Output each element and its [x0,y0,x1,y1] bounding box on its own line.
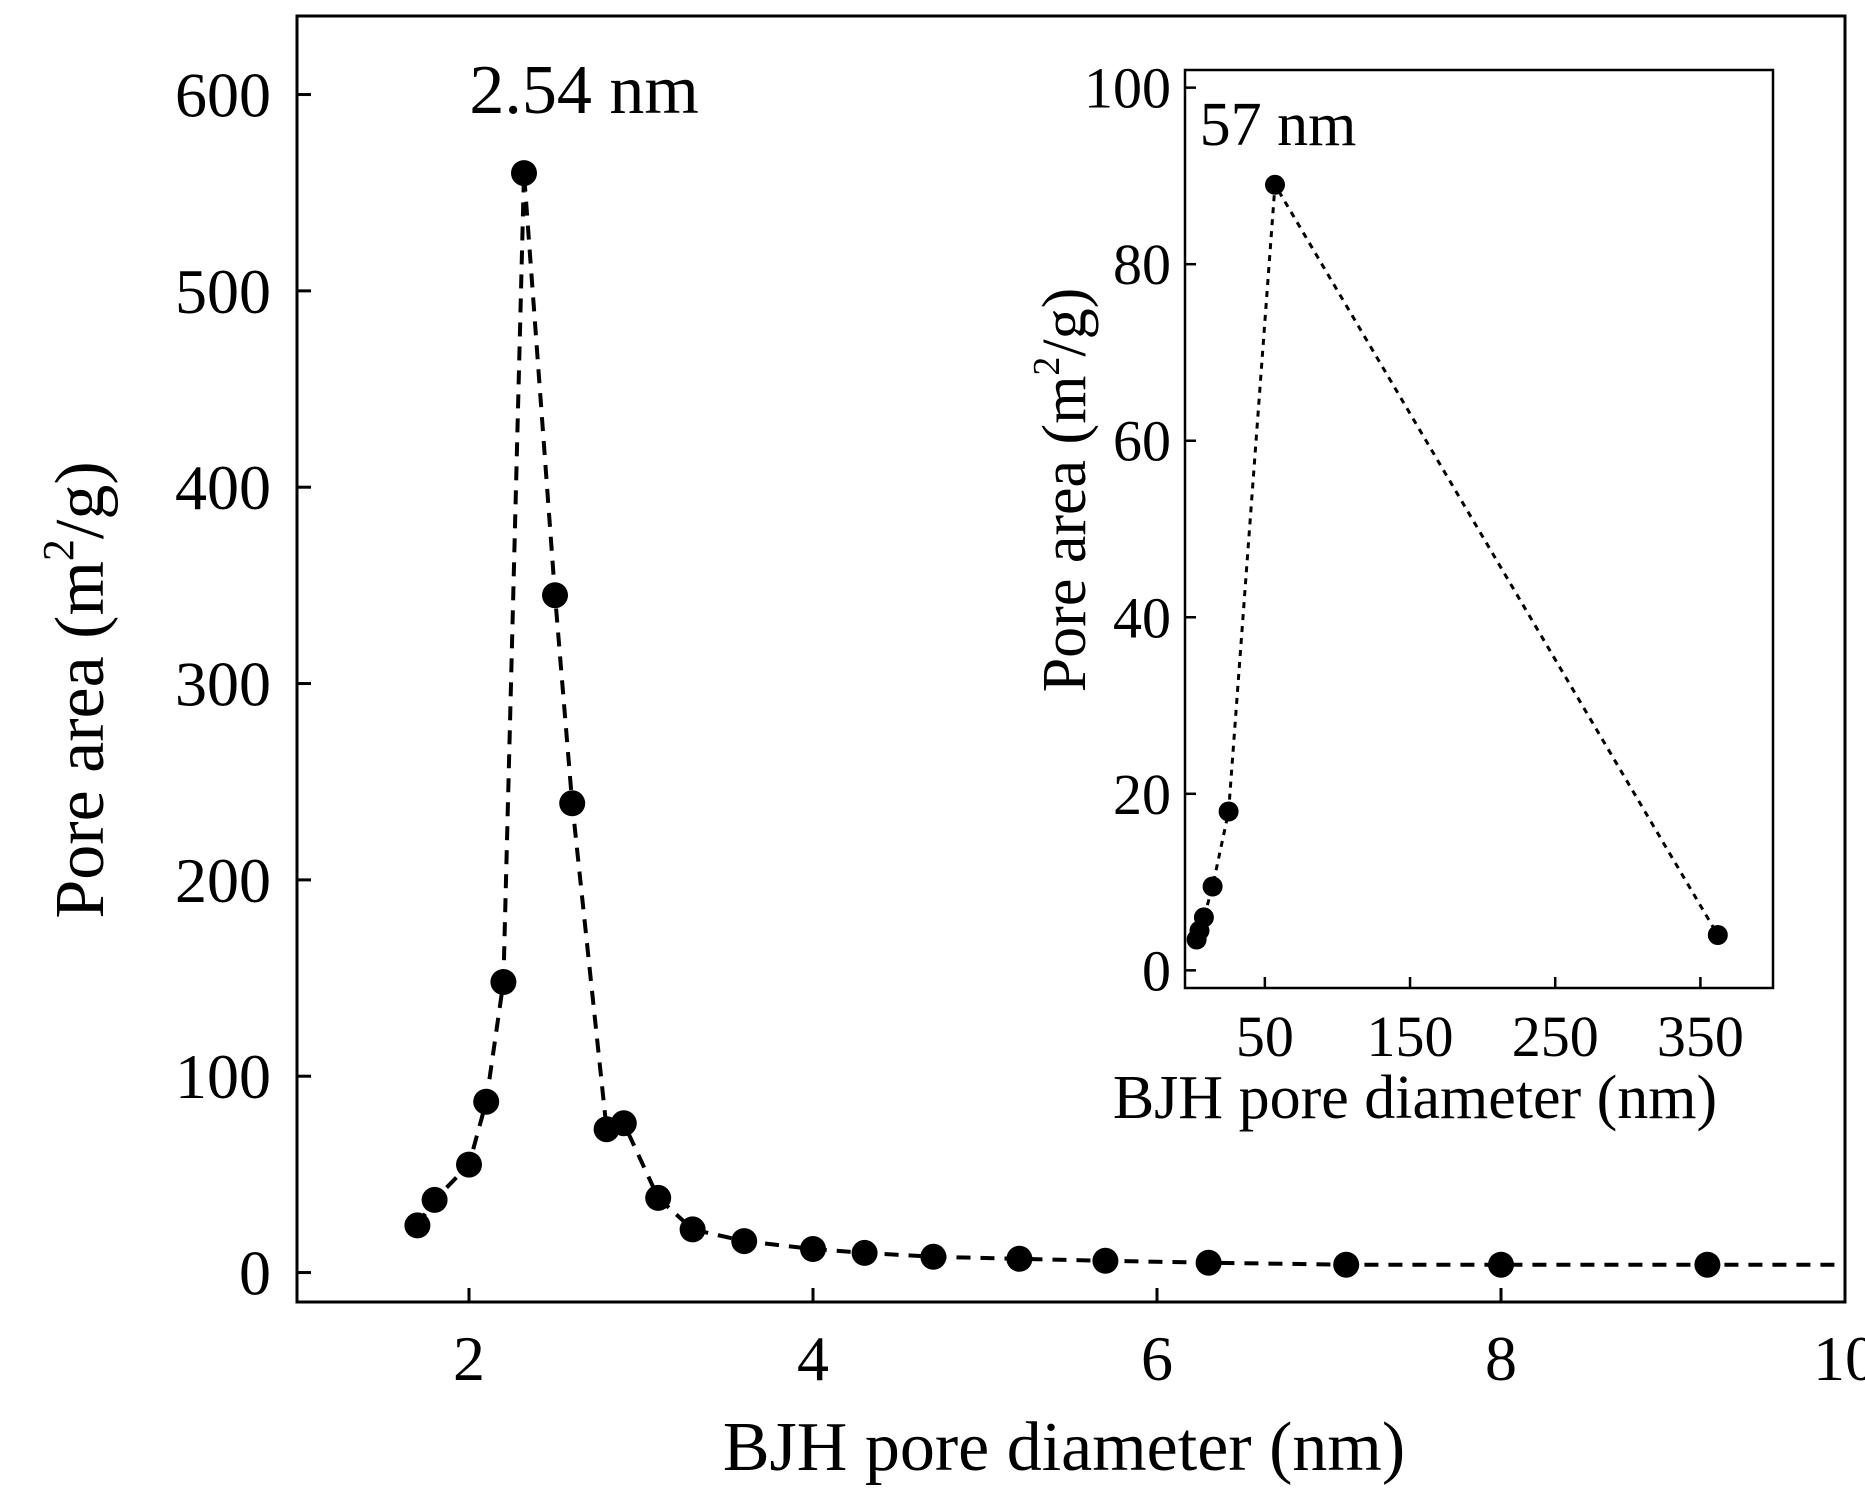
main-data-point [851,1239,878,1266]
main-y-axis-title-prefix: Pore area (m [42,561,119,919]
inset-y-tick-label: 100 [1084,56,1171,121]
main-peak-annotation: 2.54 nm [469,52,698,129]
inset-data-point [1202,876,1223,897]
main-data-point [645,1184,672,1211]
main-plot-frame [295,14,1847,1304]
main-series [404,160,1845,1278]
inset-x-tick-label: 50 [1236,1004,1294,1069]
inset-y-axis-title-suffix: /g) [1031,288,1099,357]
inset-peak-annotation: 57 nm [1200,91,1357,159]
inset-series [1186,174,1728,950]
main-data-point [800,1236,826,1262]
main-data-point [1694,1251,1721,1278]
main-y-axis-title: Pore area (m2/g) [34,461,119,918]
main-data-point [473,1088,500,1115]
main-data-point [610,1110,637,1137]
inset-data-point [1193,907,1214,928]
main-data-point [679,1216,706,1243]
main-data-point [1333,1251,1360,1278]
inset-x-tick-label: 150 [1367,1004,1454,1069]
inset-plot-frame [1183,68,1775,990]
inset-y-axis-title-superscript: 2 [1026,357,1068,376]
inset-x-axis-title: BJH pore diameter (nm) [1113,1064,1717,1132]
main-x-axis-title: BJH pore diameter (nm) [723,1409,1405,1486]
main-data-point [1006,1245,1033,1272]
main-data-point [456,1151,482,1178]
main-data-point [731,1228,758,1255]
inset-y-axis-title: Pore area (m2/g) [1026,288,1099,693]
inset-y-tick-label: 20 [1113,762,1171,827]
inset-y-tick-label: 40 [1113,585,1171,650]
main-x-tick-label: 4 [797,1323,829,1394]
main-y-tick-label: 600 [175,60,271,131]
inset-background [1185,70,1773,988]
main-y-tick-label: 500 [175,256,271,327]
main-x-tick-label: 6 [1141,1323,1173,1394]
inset-y-tick-label: 80 [1113,232,1171,297]
main-data-point [511,160,537,187]
main-data-point [421,1186,448,1213]
main-series-line [415,172,1845,1267]
inset-y-axis-title-prefix: Pore area (m [1031,376,1099,693]
inset-x-tick-label: 350 [1657,1004,1744,1069]
main-x-tick-label: 2 [453,1323,485,1394]
main-y-tick-label: 100 [175,1041,271,1112]
main-data-point [1488,1251,1514,1278]
main-y-axis-title-superscript: 2 [34,539,83,561]
inset-x-tick-label: 250 [1512,1004,1599,1069]
inset-data-point [1218,801,1239,822]
main-data-point [490,969,517,995]
inset-data-point [1265,174,1285,195]
main-y-tick-label: 200 [175,845,271,916]
main-data-point [404,1212,431,1239]
inset-plot: 50 150 250 350 0 20 40 60 80 100 57 nm BJH pore d… [1026,56,1775,1132]
main-x-tick-label: 10 [1813,1323,1865,1394]
main-y-axis-title-suffix: /g) [42,461,119,539]
main-y-tick-label: 300 [175,649,271,720]
main-y-tick-label: 0 [239,1238,271,1309]
main-data-point [559,790,586,817]
main-data-point [920,1243,947,1270]
inset-y-tick-label: 0 [1142,938,1171,1003]
main-y-tick-label: 400 [175,452,271,523]
main-data-point [1092,1247,1119,1274]
main-data-point [542,582,568,609]
inset-y-tick-label: 60 [1113,409,1171,474]
main-x-tick-label: 8 [1485,1323,1517,1394]
inset-data-point [1707,925,1728,945]
inset-axis-ticks: 50 150 250 350 0 20 40 60 80 100 [1084,56,1744,1069]
main-data-point [1195,1249,1222,1276]
